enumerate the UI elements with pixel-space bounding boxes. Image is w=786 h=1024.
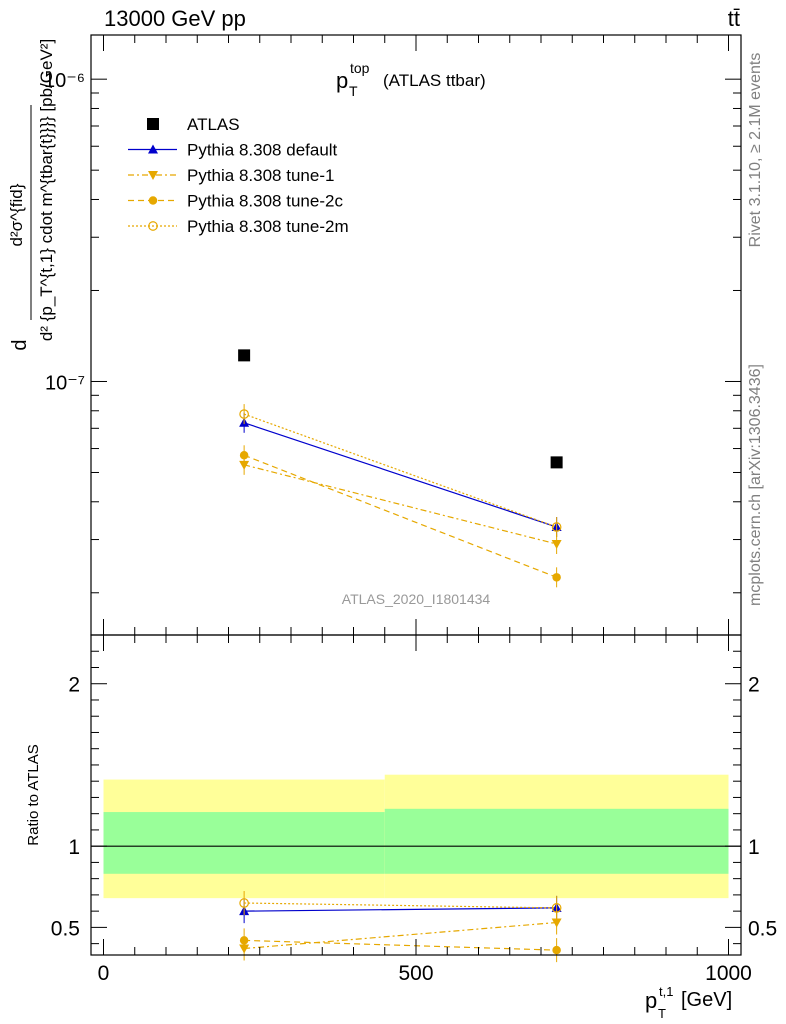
series-marker [550,456,563,469]
ratio-band-inner [103,812,385,874]
legend-marker [148,196,158,205]
ratio-marker [552,945,561,955]
legend-label: Pythia 8.308 tune-1 [187,166,334,185]
ratio-band-inner [384,808,729,874]
series-marker [239,409,249,419]
rivet-label: Rivet 3.1.10, ≥ 2.1M events [747,53,764,248]
plot-title-sub: T [349,83,358,99]
ratio-ytick-label: 1 [68,836,80,859]
main-panel: 10⁻⁶ 10⁻⁷ p top T (ATLAS ttbar) ATLAS_202… [7,34,742,636]
ratio-ytick-label: 2 [68,674,80,697]
x-axis: 0 500 1000 [98,635,752,985]
series-marker [238,349,251,362]
xtick-label: 500 [398,962,433,985]
legend-label: ATLAS [187,115,240,134]
main-ytick-label: 10⁻⁶ [44,70,85,92]
xlabel-unit: [GeV] [681,989,732,1011]
ratio-ylabel: Ratio to ATLAS [25,744,42,845]
ratio-ytick-label-right: 2 [748,674,760,697]
main-y-axis: 10⁻⁶ 10⁻⁷ [44,70,741,594]
plot-title-sup: top [350,60,370,76]
xlabel-sub: T [658,1006,666,1021]
ratio-marker [551,918,562,928]
series-marker [551,522,562,532]
plot-title-rest: (ATLAS ttbar) [383,71,486,90]
ratio-series-line [244,907,557,912]
plot-title: p [336,68,348,93]
ratio-marker [551,903,562,913]
series-marker [239,460,250,470]
series-marker [239,451,249,460]
ratio-ytick-label-right: 1 [748,836,760,859]
xtick-label: 1000 [705,962,752,985]
ratio-panel: 0.5 0.5 1 1 2 2 0 500 1000 Ratio to ATLAS [25,634,777,985]
ratio-series-line [244,921,557,950]
ratio-series-line [244,902,557,909]
mcplots-label: mcplots.cern.ch [arXiv:1306.3436] [747,364,764,606]
main-x-ticks [103,35,729,635]
ratio-marker [239,936,249,945]
legend-marker [148,221,158,231]
ylabel-numerator: d²σ^{fid} [7,183,26,246]
ratio-y-axis: 0.5 0.5 1 1 2 2 [51,634,777,945]
legend: ATLAS Pythia 8.308 default Pythia 8.308 tu… [128,115,349,236]
main-y-label: d d²σ^{fid} d² {p_T^{t,1} cdot m^{tbar{t… [7,39,56,351]
header-process: tt̄ [728,6,740,31]
main-ytick-label: 10⁻⁷ [45,372,85,394]
legend-label: Pythia 8.308 tune-2c [187,192,343,211]
header-energy: 13000 GeV pp [104,6,246,31]
ratio-series-line [244,939,557,951]
legend-label: Pythia 8.308 tune-2m [187,217,349,236]
ylabel-d: d [9,339,31,350]
series-marker [552,573,561,582]
xlabel-main: p [645,988,657,1013]
ratio-ytick-label: 0.5 [51,917,80,940]
legend-label: Pythia 8.308 default [187,141,338,160]
series-marker [551,539,562,549]
ratio-marker [239,898,249,908]
xlabel-sup: t,1 [659,984,673,999]
xtick-label: 0 [98,962,110,985]
ylabel-denominator: d² {p_T^{t,1} cdot m^{tbar{t}}}} [pb/GeV… [37,39,56,341]
analysis-id: ATLAS_2020_I1801434 [342,591,491,607]
series-line [243,422,557,528]
legend-marker [147,118,159,130]
legend-marker [148,144,158,154]
ratio-ytick-label-right: 0.5 [748,917,777,940]
legend-marker [148,171,158,180]
series-line [243,454,557,578]
x-axis-label: p t,1 T [GeV] [645,984,732,1021]
series-line [243,464,557,545]
series-line [243,413,557,528]
